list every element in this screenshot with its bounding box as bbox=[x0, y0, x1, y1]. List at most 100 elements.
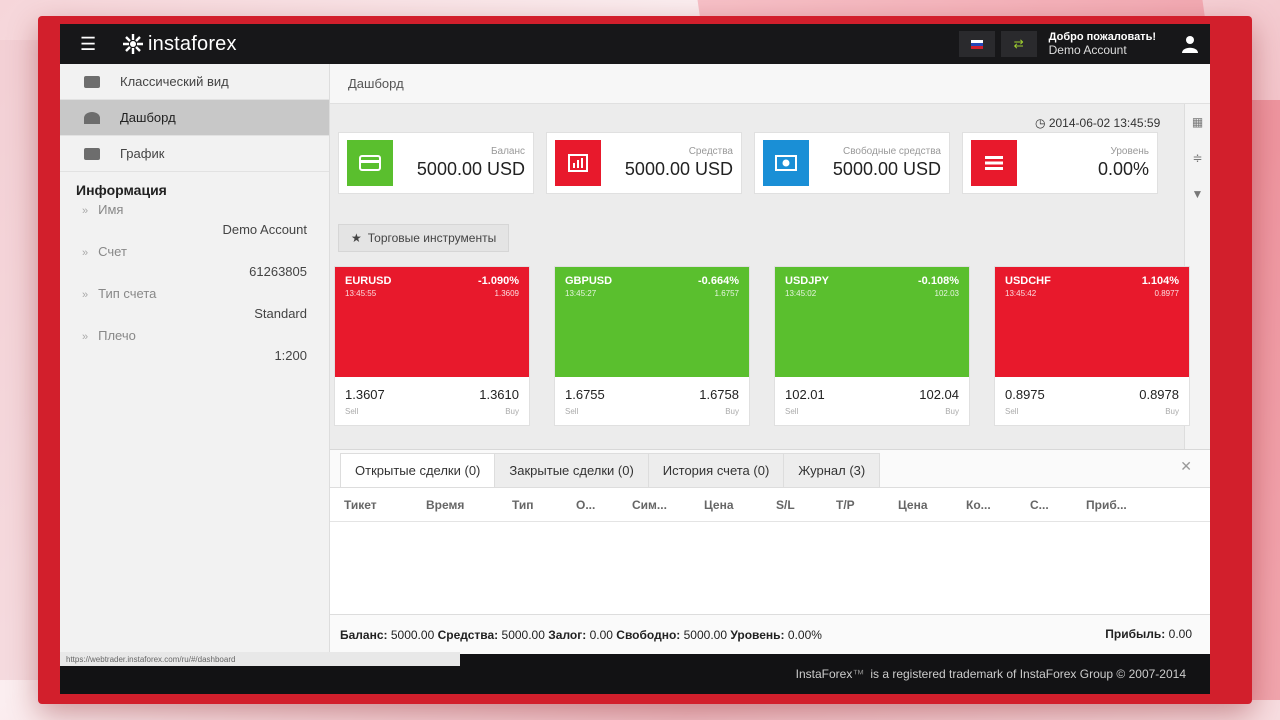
sell-price[interactable]: 0.8975 bbox=[1005, 387, 1045, 402]
column-header[interactable]: Тикет bbox=[344, 497, 377, 512]
sell-label: Sell bbox=[1005, 407, 1019, 416]
footer-trademark-text: is a registered trademark of InstaForex … bbox=[870, 667, 1186, 681]
datetime-text: 2014-06-02 13:45:59 bbox=[1048, 116, 1161, 130]
info-label: Счет bbox=[82, 244, 127, 259]
stat-value: 5000.00 USD bbox=[416, 159, 525, 179]
sell-price[interactable]: 1.3607 bbox=[345, 387, 385, 402]
quote-time: 13:45:55 bbox=[345, 289, 377, 298]
sidebar-item-dashboard[interactable]: Дашборд bbox=[60, 100, 329, 136]
summary-margin: 0.00 bbox=[589, 627, 613, 642]
tab-closed-trades[interactable]: Закрытые сделки (0) bbox=[494, 453, 649, 487]
logo-text: instaforex bbox=[148, 32, 237, 55]
info-row-leverage: Плечо 1:200 bbox=[60, 324, 329, 366]
stat-value: 5000.00 USD bbox=[832, 159, 941, 179]
info-label: Тип счета bbox=[82, 286, 156, 301]
tab-journal[interactable]: Журнал (3) bbox=[783, 453, 881, 487]
quote-symbol: EURUSD bbox=[345, 275, 392, 287]
tab-account-history[interactable]: История счета (0) bbox=[647, 453, 785, 487]
quote-change: -0.108% bbox=[918, 275, 959, 287]
quote-high: 1.6757 bbox=[714, 289, 739, 298]
summary-free-label: Свободно: bbox=[616, 627, 681, 642]
column-header[interactable]: Ко... bbox=[966, 497, 991, 512]
buy-price[interactable]: 1.3610 bbox=[479, 387, 519, 402]
column-header[interactable]: Приб... bbox=[1086, 497, 1127, 512]
buy-price[interactable]: 0.8978 bbox=[1139, 387, 1179, 402]
summary-level-label: Уровень: bbox=[730, 627, 785, 642]
breadcrumb: Дашборд bbox=[330, 64, 1210, 104]
summary-balance: 5000.00 bbox=[390, 627, 435, 642]
sidebar-item-chart[interactable]: График bbox=[60, 136, 329, 172]
logo[interactable]: instaforex bbox=[122, 33, 237, 56]
wallet-icon bbox=[347, 140, 393, 186]
column-header[interactable]: С... bbox=[1030, 497, 1049, 512]
sidebar: Классический вид Дашборд График Информац… bbox=[60, 64, 330, 654]
user-menu-button[interactable] bbox=[1170, 24, 1210, 64]
quote-card-eurusd[interactable]: EURUSD -1.090% 13:45:55 1.3609 1.3607 1.… bbox=[334, 266, 530, 426]
stat-label: Свободные средства bbox=[842, 146, 941, 157]
column-header[interactable]: Цена bbox=[898, 497, 928, 512]
sell-price[interactable]: 102.01 bbox=[785, 387, 825, 402]
stat-value: 5000.00 USD bbox=[624, 159, 733, 179]
buy-price[interactable]: 1.6758 bbox=[699, 387, 739, 402]
column-header[interactable]: T/P bbox=[836, 497, 855, 512]
info-row-name: Имя Demo Account bbox=[60, 198, 329, 240]
info-value: 61263805 bbox=[249, 264, 307, 279]
money-icon bbox=[763, 140, 809, 186]
quote-high: 1.3609 bbox=[494, 289, 519, 298]
buy-label: Buy bbox=[1165, 407, 1179, 416]
sell-price[interactable]: 1.6755 bbox=[565, 387, 605, 402]
summary-equity: 5000.00 bbox=[501, 627, 545, 642]
buy-label: Buy bbox=[505, 407, 519, 416]
column-header[interactable]: Сим... bbox=[632, 497, 667, 512]
info-label: Имя bbox=[82, 202, 123, 217]
sell-label: Sell bbox=[565, 407, 579, 416]
trading-instruments-button[interactable]: ★ Торговые инструменты bbox=[338, 224, 510, 252]
info-value: 1:200 bbox=[274, 348, 307, 363]
sell-label: Sell bbox=[345, 407, 359, 416]
column-header[interactable]: Цена bbox=[704, 497, 734, 512]
main-content: Дашборд ◷ 2014-06-02 13:45:59 ▦ ≑ ▼ Бала… bbox=[330, 64, 1210, 654]
quote-card-gbpusd[interactable]: GBPUSD -0.664% 13:45:27 1.6757 1.6755 1.… bbox=[554, 266, 750, 426]
info-section-title: Информация bbox=[76, 182, 167, 198]
classic-view-icon bbox=[84, 75, 100, 88]
quote-high: 102.03 bbox=[934, 289, 959, 298]
switch-view-button[interactable]: ⇄ bbox=[1000, 31, 1037, 57]
server-time: ◷ 2014-06-02 13:45:59 bbox=[1035, 116, 1160, 130]
summary-margin-label: Залог: bbox=[548, 627, 587, 642]
account-summary-bar: Баланс: 5000.00 Средства: 5000.00 Залог:… bbox=[330, 614, 1210, 654]
quote-card-usdjpy[interactable]: USDJPY -0.108% 13:45:02 102.03 102.01 10… bbox=[774, 266, 970, 426]
sidebar-item-label: Классический вид bbox=[120, 74, 229, 89]
hamburger-menu-icon[interactable]: ☰ bbox=[80, 33, 97, 54]
stat-card-equity: Средства 5000.00 USD bbox=[546, 132, 742, 194]
stat-label: Баланс bbox=[490, 146, 525, 157]
sidebar-item-classic-view[interactable]: Классический вид bbox=[60, 64, 329, 100]
star-icon: ★ bbox=[351, 231, 362, 245]
footer-brand: InstaForex bbox=[795, 667, 853, 681]
info-value: Standard bbox=[254, 306, 307, 321]
megaphone-icon[interactable]: ▼ bbox=[1191, 187, 1204, 201]
summary-profit: 0.00 bbox=[1168, 627, 1192, 641]
logo-mark-icon bbox=[123, 34, 143, 54]
buy-price[interactable]: 102.04 bbox=[919, 387, 959, 402]
tab-open-trades[interactable]: Открытые сделки (0) bbox=[340, 453, 496, 487]
language-selector[interactable] bbox=[958, 31, 995, 57]
close-panel-icon[interactable]: ✕ bbox=[1180, 458, 1192, 474]
quote-time: 13:45:02 bbox=[785, 289, 817, 298]
column-header[interactable]: Время bbox=[426, 497, 465, 512]
column-header[interactable]: О... bbox=[576, 497, 596, 512]
stat-value: 0.00% bbox=[1097, 159, 1149, 179]
buy-label: Buy bbox=[945, 407, 959, 416]
welcome-block: Добро пожаловать! Demo Account bbox=[1049, 31, 1156, 57]
column-header[interactable]: S/L bbox=[776, 497, 795, 512]
quote-card-usdchf[interactable]: USDCHF 1.104% 13:45:42 0.8977 0.8975 0.8… bbox=[994, 266, 1190, 426]
quote-high: 0.8977 bbox=[1154, 289, 1179, 298]
quote-change: -1.090% bbox=[478, 275, 519, 287]
quote-symbol: USDJPY bbox=[785, 275, 830, 287]
column-header[interactable]: Тип bbox=[512, 497, 534, 512]
calendar-icon[interactable]: ▦ bbox=[1191, 115, 1204, 129]
status-url: https://webtrader.instaforex.com/ru/#/da… bbox=[60, 652, 460, 666]
sell-label: Sell bbox=[785, 407, 799, 416]
rss-icon[interactable]: ≑ bbox=[1192, 151, 1203, 165]
stat-card-free-margin: Свободные средства 5000.00 USD bbox=[754, 132, 950, 194]
bar-chart-icon bbox=[555, 140, 601, 186]
